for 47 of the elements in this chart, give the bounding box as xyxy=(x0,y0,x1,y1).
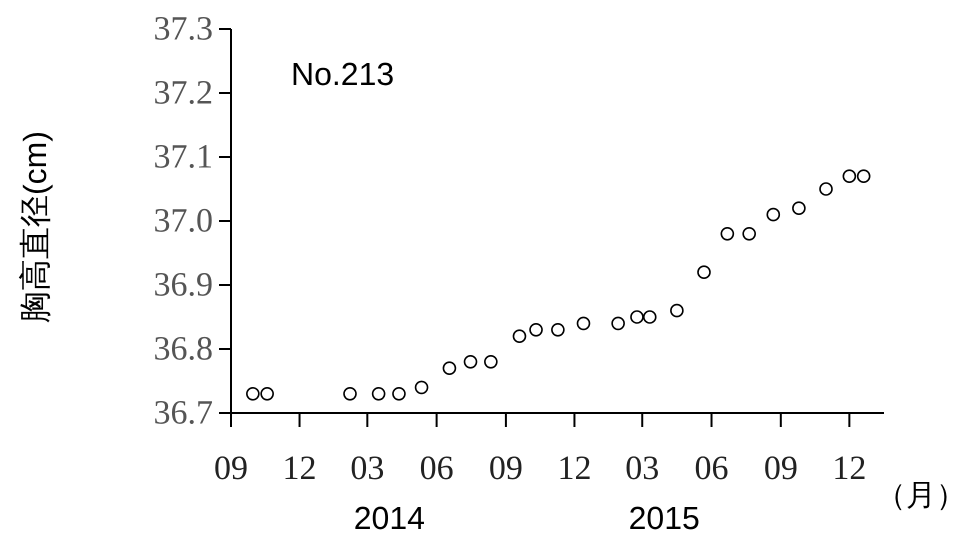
y-axis-title: 胸高直径(cm) xyxy=(17,131,53,323)
point xyxy=(670,304,684,318)
point xyxy=(856,169,870,183)
point xyxy=(819,182,833,196)
point xyxy=(442,361,456,375)
point xyxy=(792,201,806,215)
point xyxy=(642,310,657,324)
x-axis-title: （月） xyxy=(876,479,963,512)
x-tick-label: 06 xyxy=(420,450,454,487)
point xyxy=(484,355,498,369)
x-tick-label: 09 xyxy=(214,450,248,487)
point xyxy=(766,208,780,222)
point xyxy=(246,387,260,401)
point xyxy=(372,387,386,401)
x-tick-label: 09 xyxy=(764,450,798,487)
y-tick-label: 36.9 xyxy=(154,266,213,304)
text: 2014 xyxy=(354,500,425,536)
point xyxy=(392,387,406,401)
x-tick-label: 03 xyxy=(625,450,660,487)
point xyxy=(464,355,478,369)
point xyxy=(343,387,357,401)
point xyxy=(742,227,756,241)
annotation: No.213 xyxy=(291,56,394,92)
x-tick-label: 06 xyxy=(694,450,729,487)
y-tick-label: 37.0 xyxy=(154,202,213,240)
point xyxy=(720,227,734,241)
point xyxy=(697,265,711,279)
point xyxy=(611,316,625,330)
y-tick-label: 36.7 xyxy=(154,394,213,432)
y-tick-label: 37.2 xyxy=(154,74,213,112)
y-tick-label: 37.3 xyxy=(154,10,213,48)
x-tick-label: 12 xyxy=(282,450,317,487)
x-tick-label: 09 xyxy=(488,450,523,487)
point xyxy=(260,387,274,401)
x-tick-label: 12 xyxy=(557,450,592,487)
point xyxy=(576,316,590,330)
text: 2015 xyxy=(628,500,700,536)
point xyxy=(414,380,428,394)
y-tick-label: 37.1 xyxy=(154,138,213,176)
point xyxy=(529,323,543,337)
point xyxy=(551,323,565,337)
point xyxy=(630,310,644,324)
point xyxy=(842,169,856,183)
point xyxy=(512,329,526,343)
x-tick-label: 12 xyxy=(832,450,866,487)
x-tick-label: 03 xyxy=(350,450,384,487)
y-tick-label: 36.8 xyxy=(154,330,213,368)
